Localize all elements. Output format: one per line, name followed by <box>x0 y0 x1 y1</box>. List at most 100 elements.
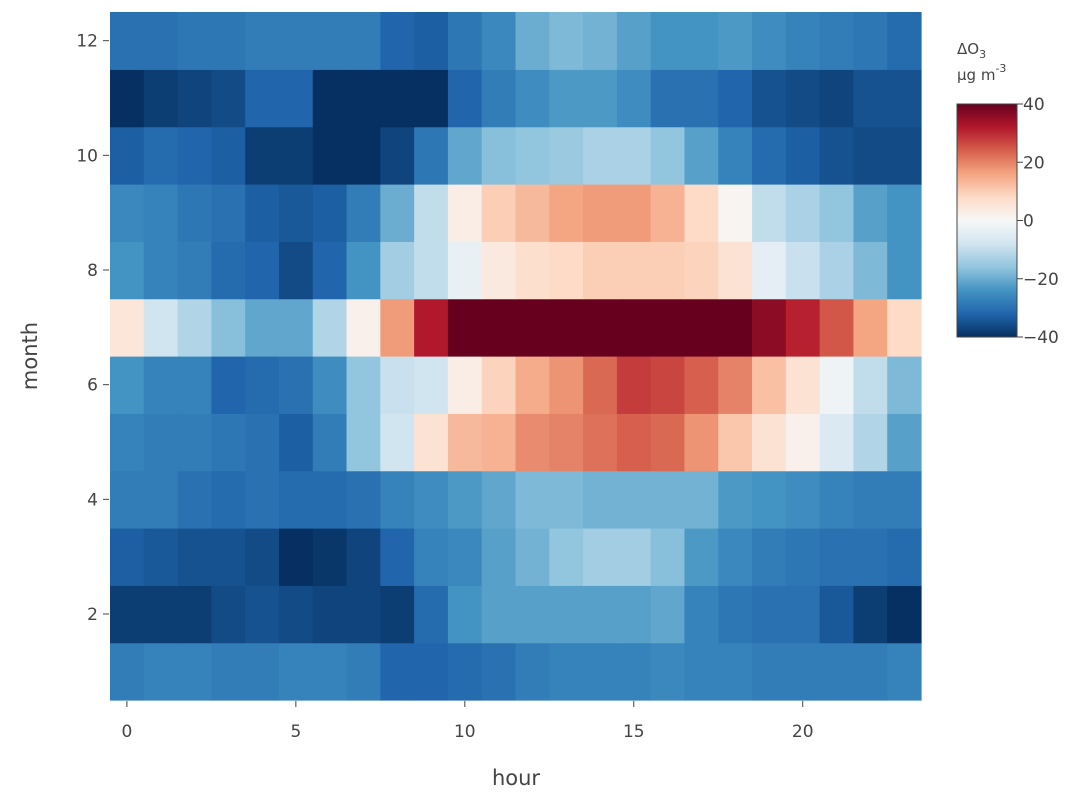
heatmap-cell <box>684 356 719 414</box>
heatmap-cell <box>718 298 753 357</box>
heatmap-cell <box>346 413 381 472</box>
colorbar-ticks: 40 20 0 −20 −40 <box>1017 95 1059 348</box>
heatmap-cell <box>785 184 821 242</box>
heatmap-cell <box>684 470 719 529</box>
heatmap-cell <box>819 470 855 529</box>
heatmap-cell <box>414 12 449 70</box>
heatmap-cell <box>752 12 787 70</box>
y-tick-label: 12 <box>76 32 98 52</box>
heatmap-cell <box>616 184 652 242</box>
heatmap-cell <box>110 241 145 300</box>
heatmap-cell <box>346 69 381 128</box>
y-tick-label: 10 <box>76 146 98 166</box>
heatmap-cell <box>819 184 855 242</box>
heatmap-cell <box>380 126 415 185</box>
heatmap-cell <box>616 528 652 586</box>
heatmap-cell <box>616 356 652 414</box>
colorbar-tick-label: 20 <box>1023 153 1045 173</box>
heatmap-cell <box>785 12 821 70</box>
heatmap-cell <box>414 184 449 242</box>
heatmap-cell <box>211 241 246 300</box>
heatmap-cell <box>887 585 922 644</box>
heatmap-cell <box>245 69 280 128</box>
heatmap-cell <box>549 585 584 644</box>
heatmap-cell <box>245 184 280 242</box>
heatmap-cell <box>650 356 686 414</box>
heatmap-cell <box>549 241 584 300</box>
heatmap-cell <box>752 413 787 472</box>
heatmap-cell <box>616 642 652 701</box>
heatmap-cell <box>346 241 381 300</box>
colorbar-tick-label: 0 <box>1023 212 1034 232</box>
heatmap-cell <box>481 356 517 414</box>
heatmap-cell <box>245 585 280 644</box>
heatmap-cell <box>515 69 550 128</box>
heatmap-cell <box>481 413 517 472</box>
heatmap-cell <box>752 241 787 300</box>
heatmap-cell <box>819 69 855 128</box>
heatmap-cell <box>718 470 753 529</box>
heatmap-cell <box>312 126 348 185</box>
heatmap-cell <box>718 356 753 414</box>
heatmap-cell <box>718 126 753 185</box>
heatmap-cell <box>887 356 922 414</box>
heatmap-cell <box>447 241 483 300</box>
heatmap-cell <box>785 126 821 185</box>
heatmap-cell <box>211 356 246 414</box>
heatmap-cell <box>143 69 179 128</box>
heatmap-cell <box>616 241 652 300</box>
heatmap-cell <box>414 413 449 472</box>
heatmap-cell <box>278 585 314 644</box>
heatmap-cell <box>481 184 517 242</box>
heatmap-cell <box>583 184 618 242</box>
heatmap-cell <box>684 184 719 242</box>
heatmap-cell <box>245 356 280 414</box>
heatmap-cell <box>447 528 483 586</box>
heatmap-cell <box>549 528 584 586</box>
heatmap-cell <box>312 69 348 128</box>
heatmap-cell <box>278 470 314 529</box>
heatmap-cell <box>143 12 179 70</box>
heatmap-cell <box>752 126 787 185</box>
heatmap-cell <box>785 585 821 644</box>
heatmap-cell <box>684 241 719 300</box>
heatmap-cell <box>211 413 246 472</box>
heatmap-cell <box>414 69 449 128</box>
heatmap-cell <box>245 241 280 300</box>
heatmap-cell <box>853 642 888 701</box>
heatmap-cell <box>447 356 483 414</box>
heatmap-cell <box>583 642 618 701</box>
colorbar-tick-label: 40 <box>1023 95 1045 115</box>
heatmap-cell <box>650 470 686 529</box>
heatmap-cell <box>515 470 550 529</box>
x-axis: 0 5 10 15 20 <box>121 701 814 742</box>
heatmap-cell <box>785 298 821 357</box>
heatmap-cell <box>177 585 212 644</box>
heatmap-cell <box>515 126 550 185</box>
heatmap-cell <box>211 298 246 357</box>
y-axis-title: month <box>18 322 42 390</box>
heatmap-cell <box>549 470 584 529</box>
heatmap-cell <box>380 642 415 701</box>
heatmap-cell <box>583 12 618 70</box>
heatmap-cells <box>110 12 922 701</box>
heatmap-cell <box>177 69 212 128</box>
heatmap-cell <box>143 126 179 185</box>
heatmap-cell <box>785 528 821 586</box>
heatmap-cell <box>278 356 314 414</box>
y-tick-label: 4 <box>87 490 98 510</box>
heatmap-cell <box>312 470 348 529</box>
heatmap-cell <box>718 642 753 701</box>
heatmap-cell <box>887 241 922 300</box>
colorbar-title-line1: ΔO3 <box>957 40 986 61</box>
heatmap-cell <box>583 528 618 586</box>
heatmap-cell <box>346 528 381 586</box>
x-tick-label: 20 <box>792 722 814 742</box>
heatmap-cell <box>481 12 517 70</box>
heatmap-cell <box>819 642 855 701</box>
heatmap-cell <box>616 69 652 128</box>
heatmap-cell <box>312 528 348 586</box>
heatmap-cell <box>110 356 145 414</box>
heatmap-cell <box>785 642 821 701</box>
